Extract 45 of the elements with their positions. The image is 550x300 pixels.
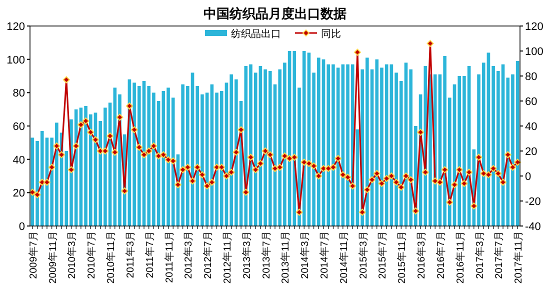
y-tick-label: 60 bbox=[12, 121, 25, 133]
legend-label: 纺织品出口 bbox=[231, 28, 281, 40]
y2-tick-label: 60 bbox=[525, 96, 538, 108]
x-tick-label: 2012年11月 bbox=[221, 231, 234, 284]
y-tick-label: 0 bbox=[18, 221, 25, 233]
y-tick-label: 80 bbox=[12, 88, 25, 100]
y-tick-label: 20 bbox=[12, 188, 25, 200]
x-tick-label: 2015年3月 bbox=[357, 231, 370, 279]
y2-tick-label: 80 bbox=[525, 71, 538, 83]
x-tick-label: 2011年7月 bbox=[144, 231, 156, 278]
y-tick-label: 120 bbox=[6, 21, 25, 33]
x-tick-label: 2016年7月 bbox=[434, 231, 447, 279]
x-tick-label: 2011年3月 bbox=[124, 231, 136, 278]
y2-tick-label: 0 bbox=[525, 171, 532, 183]
x-tick-label: 2015年11月 bbox=[396, 231, 408, 284]
legend-label: 同比 bbox=[321, 28, 341, 40]
y-tick-label: 100 bbox=[6, 54, 25, 66]
x-tick-label: 2013年11月 bbox=[280, 231, 292, 284]
x-tick-label: 2010年3月 bbox=[66, 231, 78, 279]
y2-tick-label: 120 bbox=[525, 21, 544, 33]
x-tick-label: 2012年3月 bbox=[182, 231, 195, 279]
x-tick-label: 2017年3月 bbox=[474, 231, 486, 279]
x-tick-label: 2017年7月 bbox=[493, 231, 506, 279]
x-tick-label: 2009年11月 bbox=[46, 231, 59, 284]
chart-title: 中国纺织品月度出口数据 bbox=[204, 6, 346, 21]
y2-tick-label: -20 bbox=[525, 196, 541, 208]
x-tick-label: 2012年7月 bbox=[202, 231, 214, 279]
x-tick-label: 2010年11月 bbox=[105, 231, 118, 284]
x-tick-label: 2015年7月 bbox=[376, 231, 389, 279]
x-tick-label: 2017年11月 bbox=[512, 231, 525, 284]
x-tick-label: 2014年11月 bbox=[338, 231, 350, 284]
x-tick-label: 2014年3月 bbox=[299, 231, 312, 279]
y2-tick-label: 100 bbox=[525, 46, 544, 58]
x-tick-label: 2013年7月 bbox=[260, 231, 272, 279]
y-tick-label: 40 bbox=[12, 154, 25, 166]
x-tick-label: 2009年7月 bbox=[27, 231, 40, 279]
y2-tick-label: -40 bbox=[525, 221, 541, 233]
y2-tick-label: 40 bbox=[525, 121, 538, 133]
x-tick-label: 2016年11月 bbox=[454, 231, 466, 284]
x-tick-label: 2010年7月 bbox=[86, 231, 98, 279]
x-tick-label: 2013年3月 bbox=[240, 231, 253, 279]
x-tick-label: 2014年7月 bbox=[318, 231, 331, 279]
x-tick-label: 2011年11月 bbox=[163, 231, 176, 283]
x-tick-label: 2016年3月 bbox=[416, 231, 428, 279]
y2-tick-label: 20 bbox=[525, 146, 538, 158]
